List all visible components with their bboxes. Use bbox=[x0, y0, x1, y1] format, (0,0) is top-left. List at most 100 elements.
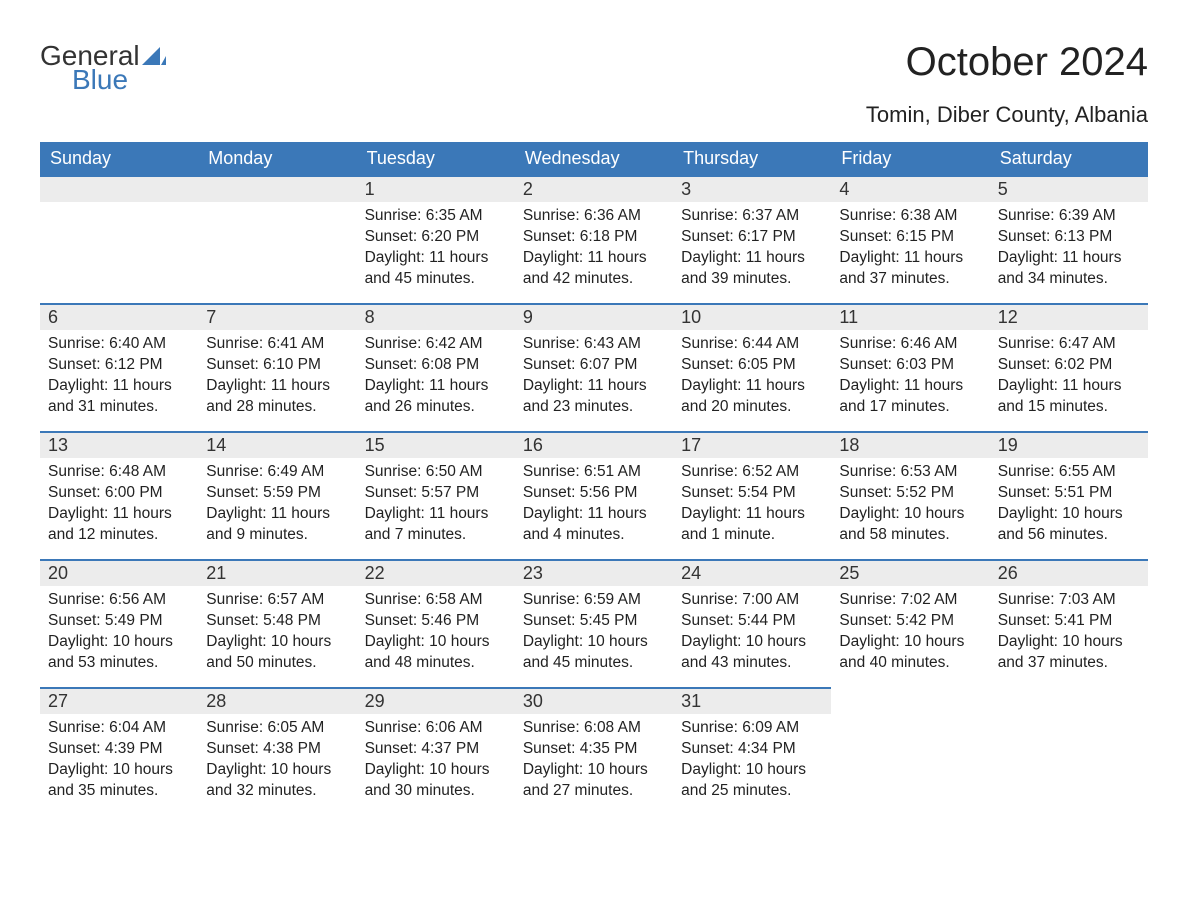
day-number: 3 bbox=[673, 175, 831, 202]
calendar-cell: 22Sunrise: 6:58 AMSunset: 5:46 PMDayligh… bbox=[357, 559, 515, 687]
sunrise-text: Sunrise: 6:36 AM bbox=[523, 206, 665, 227]
sunrise-text: Sunrise: 6:48 AM bbox=[48, 462, 190, 483]
sunset-text: Sunset: 4:38 PM bbox=[206, 739, 348, 760]
day-content: Sunrise: 6:51 AMSunset: 5:56 PMDaylight:… bbox=[515, 458, 673, 556]
sunrise-text: Sunrise: 6:37 AM bbox=[681, 206, 823, 227]
day-number: 21 bbox=[198, 559, 356, 586]
day-content: Sunrise: 6:47 AMSunset: 6:02 PMDaylight:… bbox=[990, 330, 1148, 428]
sunrise-text: Sunrise: 6:06 AM bbox=[365, 718, 507, 739]
sunset-text: Sunset: 5:46 PM bbox=[365, 611, 507, 632]
day-number: 30 bbox=[515, 687, 673, 714]
day-content: Sunrise: 6:44 AMSunset: 6:05 PMDaylight:… bbox=[673, 330, 831, 428]
day-content: Sunrise: 6:04 AMSunset: 4:39 PMDaylight:… bbox=[40, 714, 198, 812]
daylight-text: Daylight: 10 hours and 50 minutes. bbox=[206, 632, 348, 674]
sunset-text: Sunset: 6:12 PM bbox=[48, 355, 190, 376]
calendar-cell: 2Sunrise: 6:36 AMSunset: 6:18 PMDaylight… bbox=[515, 175, 673, 303]
sunset-text: Sunset: 6:02 PM bbox=[998, 355, 1140, 376]
sunrise-text: Sunrise: 7:02 AM bbox=[839, 590, 981, 611]
sunset-text: Sunset: 5:48 PM bbox=[206, 611, 348, 632]
day-number: 29 bbox=[357, 687, 515, 714]
day-content: Sunrise: 6:58 AMSunset: 5:46 PMDaylight:… bbox=[357, 586, 515, 684]
sunset-text: Sunset: 5:51 PM bbox=[998, 483, 1140, 504]
sunrise-text: Sunrise: 6:35 AM bbox=[365, 206, 507, 227]
day-number: 11 bbox=[831, 303, 989, 330]
calendar-cell: 1Sunrise: 6:35 AMSunset: 6:20 PMDaylight… bbox=[357, 175, 515, 303]
day-content: Sunrise: 6:55 AMSunset: 5:51 PMDaylight:… bbox=[990, 458, 1148, 556]
sunrise-text: Sunrise: 6:53 AM bbox=[839, 462, 981, 483]
sunset-text: Sunset: 5:42 PM bbox=[839, 611, 981, 632]
daylight-text: Daylight: 10 hours and 37 minutes. bbox=[998, 632, 1140, 674]
sunset-text: Sunset: 6:13 PM bbox=[998, 227, 1140, 248]
day-number: 28 bbox=[198, 687, 356, 714]
day-number: 4 bbox=[831, 175, 989, 202]
daylight-text: Daylight: 10 hours and 30 minutes. bbox=[365, 760, 507, 802]
calendar-cell: 11Sunrise: 6:46 AMSunset: 6:03 PMDayligh… bbox=[831, 303, 989, 431]
calendar-cell: 14Sunrise: 6:49 AMSunset: 5:59 PMDayligh… bbox=[198, 431, 356, 559]
day-content: Sunrise: 7:02 AMSunset: 5:42 PMDaylight:… bbox=[831, 586, 989, 684]
calendar-cell bbox=[990, 687, 1148, 815]
calendar-cell: 20Sunrise: 6:56 AMSunset: 5:49 PMDayligh… bbox=[40, 559, 198, 687]
calendar-cell: 15Sunrise: 6:50 AMSunset: 5:57 PMDayligh… bbox=[357, 431, 515, 559]
day-number: 26 bbox=[990, 559, 1148, 586]
sunset-text: Sunset: 4:35 PM bbox=[523, 739, 665, 760]
daylight-text: Daylight: 11 hours and 37 minutes. bbox=[839, 248, 981, 290]
daylight-text: Daylight: 11 hours and 39 minutes. bbox=[681, 248, 823, 290]
sunrise-text: Sunrise: 6:04 AM bbox=[48, 718, 190, 739]
calendar-cell bbox=[831, 687, 989, 815]
calendar-cell: 23Sunrise: 6:59 AMSunset: 5:45 PMDayligh… bbox=[515, 559, 673, 687]
calendar-cell: 31Sunrise: 6:09 AMSunset: 4:34 PMDayligh… bbox=[673, 687, 831, 815]
day-number: 22 bbox=[357, 559, 515, 586]
sunset-text: Sunset: 6:08 PM bbox=[365, 355, 507, 376]
daylight-text: Daylight: 10 hours and 43 minutes. bbox=[681, 632, 823, 674]
sunset-text: Sunset: 6:15 PM bbox=[839, 227, 981, 248]
logo-text-blue: Blue bbox=[72, 64, 166, 96]
day-header: Sunday bbox=[40, 142, 198, 175]
sunset-text: Sunset: 5:44 PM bbox=[681, 611, 823, 632]
day-number: 15 bbox=[357, 431, 515, 458]
calendar-cell: 13Sunrise: 6:48 AMSunset: 6:00 PMDayligh… bbox=[40, 431, 198, 559]
day-content: Sunrise: 7:00 AMSunset: 5:44 PMDaylight:… bbox=[673, 586, 831, 684]
sunset-text: Sunset: 6:18 PM bbox=[523, 227, 665, 248]
daylight-text: Daylight: 10 hours and 27 minutes. bbox=[523, 760, 665, 802]
day-content: Sunrise: 6:42 AMSunset: 6:08 PMDaylight:… bbox=[357, 330, 515, 428]
sunset-text: Sunset: 5:59 PM bbox=[206, 483, 348, 504]
calendar-cell bbox=[40, 175, 198, 303]
sunset-text: Sunset: 6:00 PM bbox=[48, 483, 190, 504]
calendar-cell: 16Sunrise: 6:51 AMSunset: 5:56 PMDayligh… bbox=[515, 431, 673, 559]
day-number: 25 bbox=[831, 559, 989, 586]
calendar-cell: 24Sunrise: 7:00 AMSunset: 5:44 PMDayligh… bbox=[673, 559, 831, 687]
sunrise-text: Sunrise: 6:51 AM bbox=[523, 462, 665, 483]
sunrise-text: Sunrise: 6:44 AM bbox=[681, 334, 823, 355]
sunrise-text: Sunrise: 6:50 AM bbox=[365, 462, 507, 483]
day-content: Sunrise: 6:56 AMSunset: 5:49 PMDaylight:… bbox=[40, 586, 198, 684]
sunset-text: Sunset: 5:52 PM bbox=[839, 483, 981, 504]
day-number: 6 bbox=[40, 303, 198, 330]
day-content: Sunrise: 6:09 AMSunset: 4:34 PMDaylight:… bbox=[673, 714, 831, 812]
day-number: 18 bbox=[831, 431, 989, 458]
day-header: Thursday bbox=[673, 142, 831, 175]
sunset-text: Sunset: 5:49 PM bbox=[48, 611, 190, 632]
daylight-text: Daylight: 10 hours and 25 minutes. bbox=[681, 760, 823, 802]
daylight-text: Daylight: 11 hours and 45 minutes. bbox=[365, 248, 507, 290]
sunset-text: Sunset: 5:41 PM bbox=[998, 611, 1140, 632]
day-content: Sunrise: 6:41 AMSunset: 6:10 PMDaylight:… bbox=[198, 330, 356, 428]
daylight-text: Daylight: 11 hours and 26 minutes. bbox=[365, 376, 507, 418]
daylight-text: Daylight: 11 hours and 9 minutes. bbox=[206, 504, 348, 546]
sunset-text: Sunset: 5:56 PM bbox=[523, 483, 665, 504]
day-content: Sunrise: 6:35 AMSunset: 6:20 PMDaylight:… bbox=[357, 202, 515, 300]
day-content: Sunrise: 6:39 AMSunset: 6:13 PMDaylight:… bbox=[990, 202, 1148, 300]
calendar-cell: 8Sunrise: 6:42 AMSunset: 6:08 PMDaylight… bbox=[357, 303, 515, 431]
daylight-text: Daylight: 10 hours and 32 minutes. bbox=[206, 760, 348, 802]
daylight-text: Daylight: 10 hours and 48 minutes. bbox=[365, 632, 507, 674]
day-number: 12 bbox=[990, 303, 1148, 330]
day-number: 17 bbox=[673, 431, 831, 458]
day-header: Friday bbox=[831, 142, 989, 175]
day-number: 5 bbox=[990, 175, 1148, 202]
day-content: Sunrise: 6:36 AMSunset: 6:18 PMDaylight:… bbox=[515, 202, 673, 300]
day-number: 24 bbox=[673, 559, 831, 586]
day-number: 8 bbox=[357, 303, 515, 330]
day-content: Sunrise: 6:38 AMSunset: 6:15 PMDaylight:… bbox=[831, 202, 989, 300]
sunrise-text: Sunrise: 7:00 AM bbox=[681, 590, 823, 611]
calendar-cell: 21Sunrise: 6:57 AMSunset: 5:48 PMDayligh… bbox=[198, 559, 356, 687]
calendar-cell: 10Sunrise: 6:44 AMSunset: 6:05 PMDayligh… bbox=[673, 303, 831, 431]
